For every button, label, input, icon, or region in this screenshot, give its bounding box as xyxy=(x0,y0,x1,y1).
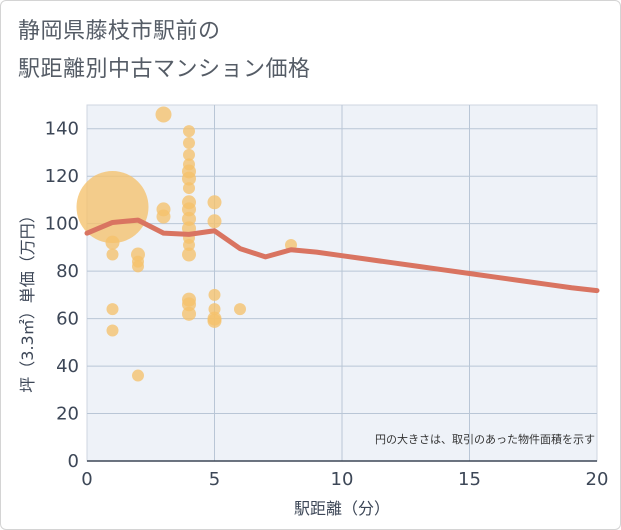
data-bubble xyxy=(106,248,119,261)
data-bubble xyxy=(76,171,149,244)
data-bubble xyxy=(106,303,119,316)
y-tick-label: 60 xyxy=(56,309,79,330)
data-bubble xyxy=(183,239,195,252)
x-axis-label: 駅距離（分） xyxy=(294,499,390,518)
y-tick-label: 80 xyxy=(56,261,79,282)
y-tick-label: 100 xyxy=(45,214,79,235)
data-bubble xyxy=(183,148,195,161)
data-bubble xyxy=(155,106,172,123)
data-bubble xyxy=(208,303,221,316)
y-axis-label: 坪（3.3㎡）単価（万円） xyxy=(18,207,37,392)
y-tick-label: 40 xyxy=(56,356,79,377)
data-bubble xyxy=(182,171,196,186)
average-price-line xyxy=(84,217,600,294)
y-axis-ticks: 0 20 40 60 80 100 120 140 xyxy=(45,119,79,472)
data-bubble xyxy=(208,288,221,301)
data-bubble xyxy=(182,247,196,262)
x-tick-label: 5 xyxy=(209,469,220,490)
y-tick-label: 20 xyxy=(56,404,79,425)
data-bubble xyxy=(106,324,119,337)
data-bubble xyxy=(207,313,222,328)
data-bubble xyxy=(183,125,195,138)
chart-title-line-1: 静岡県藤枝市駅前の xyxy=(18,19,221,44)
grid-lines xyxy=(87,105,597,462)
x-tick-label: 15 xyxy=(458,469,481,490)
data-bubble xyxy=(183,182,195,195)
data-bubble xyxy=(207,195,222,210)
data-bubble xyxy=(132,369,144,382)
trend-series xyxy=(84,217,600,294)
y-tick-label: 120 xyxy=(45,166,79,187)
data-bubble xyxy=(182,306,196,321)
bubble-size-note: 円の大きさは、取引のあった物件面積を示す xyxy=(375,432,595,446)
data-bubble xyxy=(156,209,171,224)
data-bubble xyxy=(207,214,222,229)
y-tick-label: 0 xyxy=(68,451,79,472)
data-bubble xyxy=(105,235,120,250)
data-bubble xyxy=(183,136,195,149)
y-tick-label: 140 xyxy=(45,119,79,140)
bubble-series xyxy=(76,106,297,382)
chart-title: 静岡県藤枝市駅前の 駅距離別中古マンション価格 xyxy=(18,13,311,89)
x-tick-label: 10 xyxy=(331,469,354,490)
x-tick-label: 0 xyxy=(81,469,92,490)
x-axis-ticks: 0 5 10 15 20 xyxy=(81,469,608,490)
x-tick-label: 20 xyxy=(586,469,609,490)
data-bubble xyxy=(132,260,144,273)
data-bubble xyxy=(234,303,246,316)
chart-title-line-2: 駅距離別中古マンション価格 xyxy=(18,57,311,82)
